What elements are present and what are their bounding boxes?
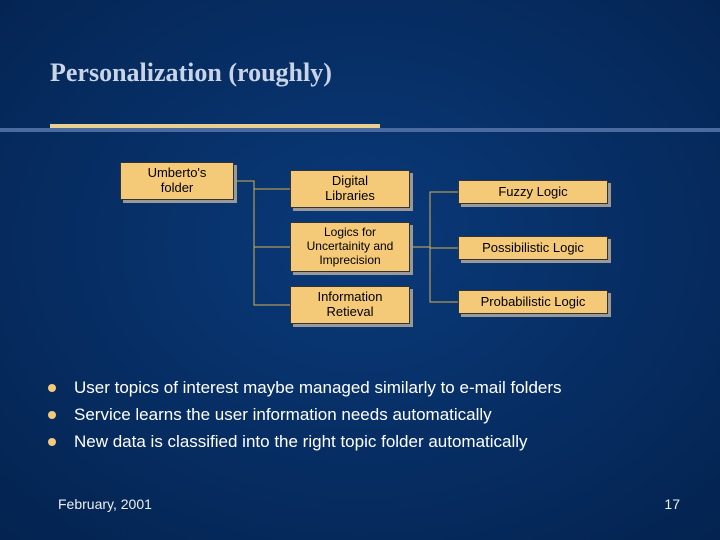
- bullet-text: Service learns the user information need…: [74, 405, 492, 425]
- bullet-dot-icon: [48, 384, 56, 392]
- diagram-connectors: [0, 0, 720, 540]
- bullet-item: User topics of interest maybe managed si…: [48, 378, 562, 398]
- bullet-text: User topics of interest maybe managed si…: [74, 378, 562, 398]
- bullet-dot-icon: [48, 438, 56, 446]
- bullet-text: New data is classified into the right to…: [74, 432, 528, 452]
- bullet-dot-icon: [48, 411, 56, 419]
- footer-date: February, 2001: [58, 496, 152, 512]
- bullet-item: New data is classified into the right to…: [48, 432, 562, 452]
- bullet-item: Service learns the user information need…: [48, 405, 562, 425]
- footer-page-number: 17: [664, 496, 680, 512]
- bullet-list: User topics of interest maybe managed si…: [48, 378, 562, 459]
